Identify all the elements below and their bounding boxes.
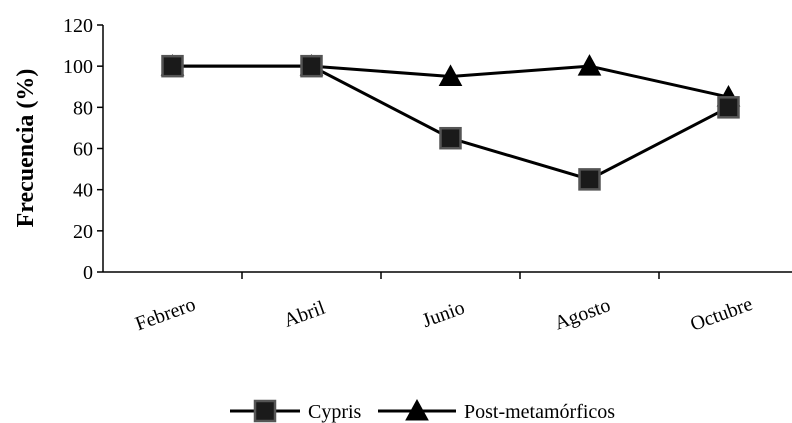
legend-label: Post-metamórficos	[464, 401, 615, 423]
legend-label: Cypris	[308, 401, 362, 423]
y-tick-label: 60	[73, 139, 93, 161]
data-point-triangle	[577, 54, 602, 76]
data-point-square	[161, 54, 184, 78]
y-tick-label: 120	[63, 15, 93, 37]
legend-marker-square	[253, 399, 277, 423]
x-tick-label: Febrero	[132, 293, 198, 335]
legend-marker-triangle	[405, 398, 429, 421]
series-layer	[160, 54, 741, 191]
legend: Cypris Post-metamórficos	[230, 398, 615, 423]
x-axis-labels: Febrero Abril Junio Agosto Octubre	[132, 272, 756, 336]
y-tick-label: 80	[73, 97, 93, 119]
data-point-square	[300, 54, 323, 78]
y-axis-ticks: 0 20 40 60 80 100 120	[63, 15, 103, 284]
data-point-square	[717, 96, 740, 119]
data-point-square	[439, 126, 462, 150]
data-point-triangle	[438, 64, 463, 86]
series-triangle	[160, 54, 741, 107]
y-tick-label: 40	[73, 180, 93, 202]
y-tick-label: 100	[63, 56, 93, 78]
y-tick-label: 0	[83, 262, 93, 284]
legend-item: Post-metamórficos	[378, 398, 615, 423]
x-tick-label: Junio	[419, 297, 467, 332]
y-tick-label: 20	[73, 221, 93, 243]
legend-item: Cypris	[230, 399, 362, 423]
series-square	[161, 54, 740, 191]
x-tick-label: Octubre	[687, 293, 755, 336]
y-axis-label: Frecuencia (%)	[13, 69, 39, 228]
data-point-square	[578, 168, 601, 191]
x-tick-label: Abril	[281, 297, 329, 332]
x-tick-label: Agosto	[552, 294, 614, 334]
